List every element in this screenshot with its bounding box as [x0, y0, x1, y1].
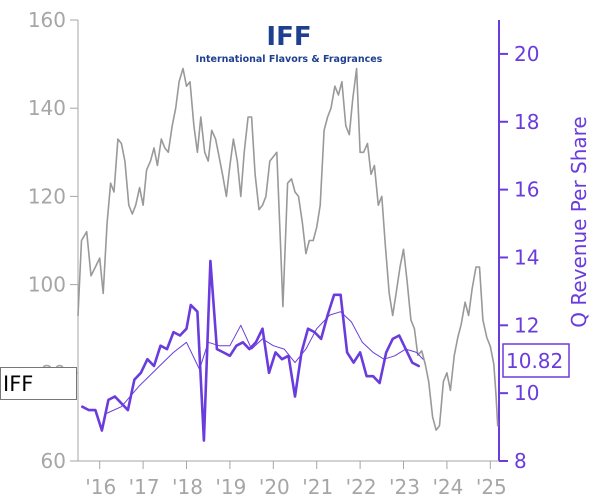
x-axis-ticks: '16 '17 '18 '19 '20 '21 '22 '23 '24 '25 [85, 461, 507, 499]
x-tick-label: '20 [259, 475, 290, 499]
x-tick-label: '25 [476, 475, 507, 499]
left-tick-label: 100 [28, 273, 66, 297]
x-tick-label: '18 [172, 475, 203, 499]
last-value-text: 10.82 [506, 349, 563, 373]
left-tick-label: 60 [41, 449, 66, 473]
x-tick-label: '22 [346, 475, 377, 499]
revenue-line [81, 259, 420, 442]
right-axis-ticks: 8 10 12 14 16 18 20 [499, 42, 539, 473]
x-tick-label: '24 [432, 475, 463, 499]
x-tick-label: '17 [129, 475, 160, 499]
ticker-label: IFF [3, 372, 34, 396]
right-tick-label: 12 [514, 313, 539, 337]
last-value-box [502, 343, 570, 378]
left-tick-label: 160 [28, 8, 66, 32]
x-tick-label: '21 [302, 475, 333, 499]
series-layer [77, 67, 499, 442]
right-tick-label: 18 [514, 110, 539, 134]
right-tick-label: 10 [514, 381, 539, 405]
revenue-average-line [105, 311, 424, 414]
logo-mark: IFF [266, 22, 311, 52]
x-tick-label: '19 [215, 475, 246, 499]
right-tick-label: 16 [514, 178, 539, 202]
last-value-marker: 10.82 [502, 343, 570, 378]
right-tick-label: 14 [514, 245, 539, 269]
left-axis-ticks: 6080100120140160 [28, 8, 78, 473]
company-logo: IFF International Flavors & Fragrances [196, 22, 383, 65]
price-line [77, 67, 499, 431]
x-tick-label: '23 [389, 475, 420, 499]
right-tick-label: 20 [514, 42, 539, 66]
ticker-box: IFF [0, 367, 77, 400]
x-tick-label: '16 [85, 475, 116, 499]
logo-name: International Flavors & Fragrances [196, 54, 383, 65]
right-axis-label: Q Revenue Per Share [567, 116, 591, 328]
right-tick-label: 8 [514, 449, 527, 473]
left-tick-label: 120 [28, 184, 66, 208]
left-tick-label: 140 [28, 96, 66, 120]
